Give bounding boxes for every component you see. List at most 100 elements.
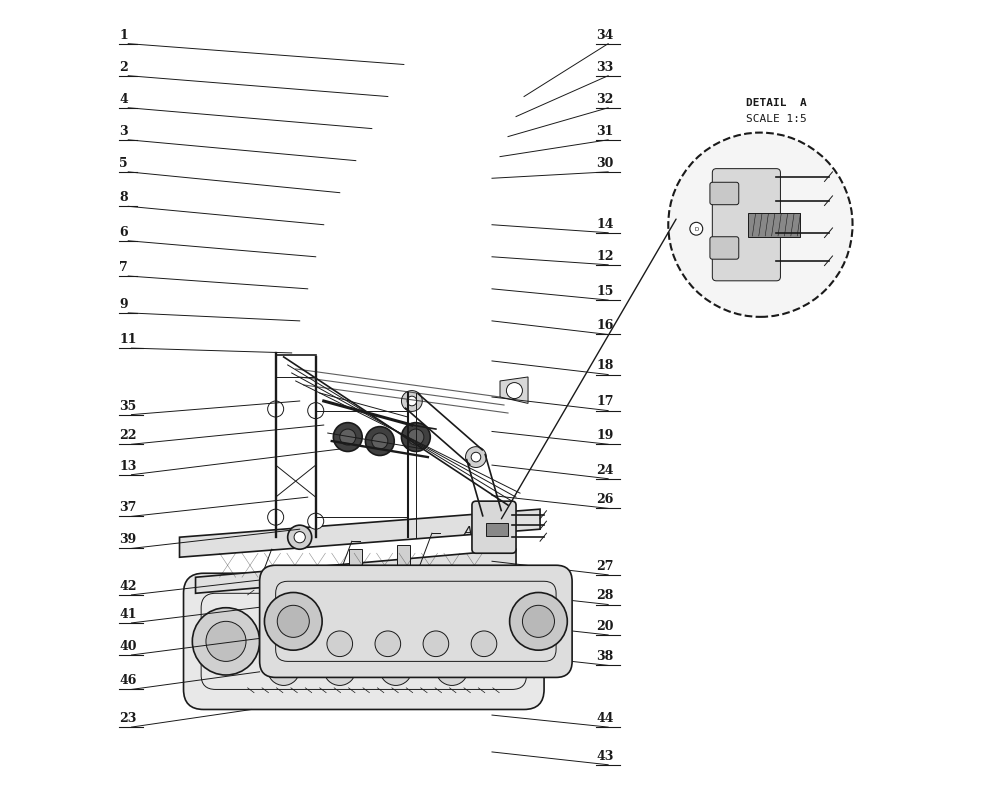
Text: 28: 28 [596, 589, 614, 601]
Circle shape [333, 423, 362, 452]
Bar [400, 577, 408, 609]
Text: 18: 18 [596, 359, 614, 372]
Circle shape [380, 654, 412, 686]
Circle shape [375, 631, 401, 657]
Text: 44: 44 [596, 711, 614, 724]
Circle shape [423, 631, 449, 657]
Circle shape [401, 391, 422, 412]
Circle shape [436, 654, 468, 686]
Circle shape [332, 662, 348, 678]
Circle shape [510, 593, 567, 650]
Text: D: D [694, 227, 698, 232]
Bar [349, 549, 362, 597]
Text: 27: 27 [596, 559, 614, 572]
Text: 24: 24 [596, 463, 614, 476]
Circle shape [668, 133, 853, 317]
Text: 11: 11 [119, 332, 137, 345]
Text: 2: 2 [119, 60, 128, 74]
Text: 13: 13 [119, 459, 137, 472]
FancyBboxPatch shape [712, 169, 780, 282]
Text: 8: 8 [119, 191, 128, 204]
Text: 23: 23 [119, 711, 137, 724]
Text: 15: 15 [596, 284, 614, 298]
Text: 41: 41 [119, 607, 137, 620]
Text: 40: 40 [119, 639, 137, 652]
Text: 1: 1 [119, 28, 128, 42]
Text: 37: 37 [119, 500, 137, 514]
Text: 33: 33 [596, 60, 613, 74]
Circle shape [277, 605, 309, 638]
Circle shape [268, 654, 300, 686]
Text: 34: 34 [596, 28, 614, 42]
Text: 9: 9 [119, 297, 128, 311]
Circle shape [268, 510, 284, 525]
Text: 19: 19 [596, 429, 614, 442]
Circle shape [482, 503, 502, 524]
Text: 42: 42 [119, 579, 137, 592]
Circle shape [690, 223, 703, 236]
Text: 3: 3 [119, 124, 128, 137]
Text: 5: 5 [119, 157, 128, 169]
Text: 12: 12 [596, 250, 614, 263]
Circle shape [324, 654, 356, 686]
Circle shape [388, 662, 404, 678]
Text: 20: 20 [596, 619, 614, 632]
FancyBboxPatch shape [184, 573, 544, 710]
Circle shape [408, 430, 424, 446]
Polygon shape [180, 510, 540, 557]
Circle shape [466, 447, 486, 468]
Text: 46: 46 [119, 674, 137, 687]
Text: 32: 32 [596, 92, 614, 105]
Circle shape [482, 622, 522, 662]
Text: 38: 38 [596, 650, 613, 662]
Circle shape [294, 532, 305, 543]
Bar [397, 545, 410, 593]
Text: 30: 30 [596, 157, 614, 169]
Text: A: A [464, 524, 472, 538]
Circle shape [206, 622, 246, 662]
Text: 31: 31 [596, 124, 614, 137]
Circle shape [444, 662, 460, 678]
Circle shape [401, 423, 430, 452]
Circle shape [407, 397, 417, 406]
Text: 26: 26 [596, 492, 614, 506]
Bar [486, 523, 508, 536]
Bar [748, 214, 800, 238]
Circle shape [365, 427, 394, 456]
Circle shape [264, 593, 322, 650]
Polygon shape [196, 549, 516, 593]
Circle shape [506, 383, 522, 399]
FancyBboxPatch shape [472, 502, 516, 553]
Text: 7: 7 [119, 260, 128, 274]
Circle shape [471, 453, 481, 463]
Circle shape [471, 631, 497, 657]
FancyBboxPatch shape [710, 183, 739, 206]
Circle shape [308, 403, 324, 419]
Circle shape [288, 525, 312, 549]
Text: 39: 39 [119, 532, 137, 545]
Circle shape [192, 608, 260, 675]
Text: 17: 17 [596, 395, 614, 408]
FancyBboxPatch shape [260, 565, 572, 678]
Text: 22: 22 [119, 429, 137, 442]
Bar [352, 581, 360, 613]
Text: 43: 43 [596, 748, 614, 762]
Circle shape [372, 434, 388, 450]
Circle shape [308, 514, 324, 529]
Circle shape [276, 662, 292, 678]
Circle shape [268, 402, 284, 418]
Circle shape [340, 430, 356, 446]
Text: 16: 16 [596, 319, 614, 332]
Text: DETAIL  A: DETAIL A [746, 98, 807, 108]
Text: 4: 4 [119, 92, 128, 105]
Text: 14: 14 [596, 218, 614, 230]
Circle shape [327, 631, 353, 657]
Text: 35: 35 [119, 399, 137, 412]
FancyBboxPatch shape [710, 238, 739, 260]
Text: 6: 6 [119, 226, 128, 238]
Circle shape [522, 605, 554, 638]
Text: SCALE 1:5: SCALE 1:5 [746, 114, 807, 124]
Circle shape [468, 608, 535, 675]
Circle shape [487, 509, 497, 518]
Polygon shape [500, 377, 528, 404]
